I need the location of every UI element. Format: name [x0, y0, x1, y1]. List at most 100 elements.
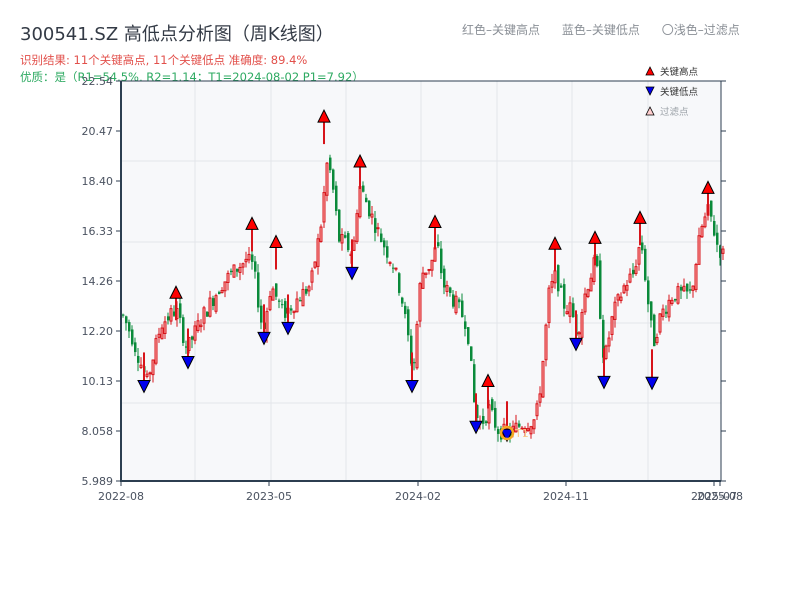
x-tick-label: 2025-07	[691, 490, 737, 503]
candle	[437, 234, 440, 249]
candle	[292, 310, 296, 319]
candle	[538, 386, 542, 407]
candle	[445, 280, 449, 297]
candle	[577, 330, 581, 340]
candle	[613, 296, 617, 328]
candle	[535, 400, 539, 420]
candle	[223, 281, 227, 298]
candle	[134, 337, 137, 357]
candle	[257, 264, 260, 313]
candle	[596, 254, 599, 268]
key-high-marker	[701, 180, 715, 216]
key-high-marker	[317, 108, 331, 145]
candle	[491, 397, 494, 412]
y-tick-label: 16.33	[82, 225, 114, 238]
candle	[658, 313, 662, 335]
candle	[634, 259, 638, 276]
candle	[721, 245, 725, 261]
candle	[226, 270, 230, 291]
candle	[641, 235, 644, 254]
candle	[604, 344, 608, 361]
candle	[424, 272, 428, 279]
candle	[697, 227, 701, 265]
candle	[550, 273, 554, 294]
legend-label: 过滤点	[660, 106, 689, 118]
triangle-up-icon	[645, 66, 655, 76]
candle	[332, 168, 335, 193]
candle	[167, 312, 170, 325]
candle	[514, 414, 518, 433]
candle	[497, 426, 500, 442]
candle	[232, 264, 236, 278]
hollow-triangle-icon	[645, 106, 655, 116]
axes: 22.54 20.47 18.40 16.33 14.26 12.20 10.13 8.058…	[82, 75, 743, 503]
candle	[655, 333, 659, 346]
key-low-marker	[569, 310, 583, 352]
candle	[661, 304, 665, 321]
candle	[449, 286, 452, 297]
candle	[214, 293, 218, 314]
t1-highlight: T1	[499, 425, 529, 441]
candle	[319, 224, 323, 243]
candle	[386, 240, 389, 264]
x-tick-label: 2023-05	[246, 490, 292, 503]
candle	[299, 296, 302, 302]
x-tick-label: 2024-02	[395, 490, 441, 503]
x-tick-label: 2024-11	[543, 490, 589, 503]
candle	[275, 283, 278, 301]
candle	[647, 276, 650, 313]
candle	[313, 261, 317, 270]
candle	[268, 290, 272, 312]
candle	[338, 208, 341, 243]
candle	[622, 283, 626, 295]
candle	[290, 305, 293, 315]
candle	[560, 283, 563, 289]
candle	[529, 425, 533, 439]
candle	[404, 301, 407, 319]
candle	[281, 299, 284, 309]
candle	[241, 262, 245, 275]
candle	[310, 267, 314, 291]
candle	[565, 304, 569, 315]
candle	[206, 311, 209, 317]
x-tick-label: 2022-08	[98, 490, 144, 503]
candle	[674, 298, 677, 303]
candle	[610, 315, 614, 341]
candle	[370, 205, 374, 225]
candle	[163, 316, 167, 339]
candle	[494, 401, 497, 431]
candle	[388, 261, 392, 267]
legend-item: 过滤点	[645, 106, 689, 118]
candle	[625, 279, 629, 297]
gridlines	[121, 81, 721, 481]
candle	[667, 294, 671, 322]
candle	[193, 320, 197, 345]
result-summary: 识别结果: 11个关键高点, 11个关键低点 准确度: 89.4%	[20, 53, 308, 67]
candle	[467, 326, 470, 346]
candle	[653, 313, 656, 347]
candle	[689, 281, 692, 294]
candle	[220, 287, 224, 294]
candle	[572, 297, 575, 318]
candle	[452, 290, 455, 309]
candle	[485, 420, 488, 426]
key-low-marker	[469, 393, 483, 435]
key-low-marker	[137, 352, 151, 394]
candle	[365, 193, 368, 203]
candle	[347, 230, 350, 253]
candle	[325, 162, 329, 202]
y-tick-label: 20.47	[82, 125, 114, 138]
candle	[251, 247, 254, 270]
pivot-markers: T1	[137, 108, 715, 443]
color-legend-caption: 红色–关键高点 蓝色–关键低点 〇浅色–过滤点	[462, 21, 740, 38]
candle	[544, 323, 548, 367]
candle	[464, 315, 467, 337]
legend-caption-red: 红色–关键高点	[462, 23, 541, 37]
legend-caption-light: 〇浅色–过滤点	[661, 23, 740, 37]
candle	[644, 245, 647, 282]
candle	[392, 263, 395, 274]
key-low-marker	[645, 349, 659, 391]
candle	[145, 370, 149, 379]
candle	[376, 222, 380, 237]
